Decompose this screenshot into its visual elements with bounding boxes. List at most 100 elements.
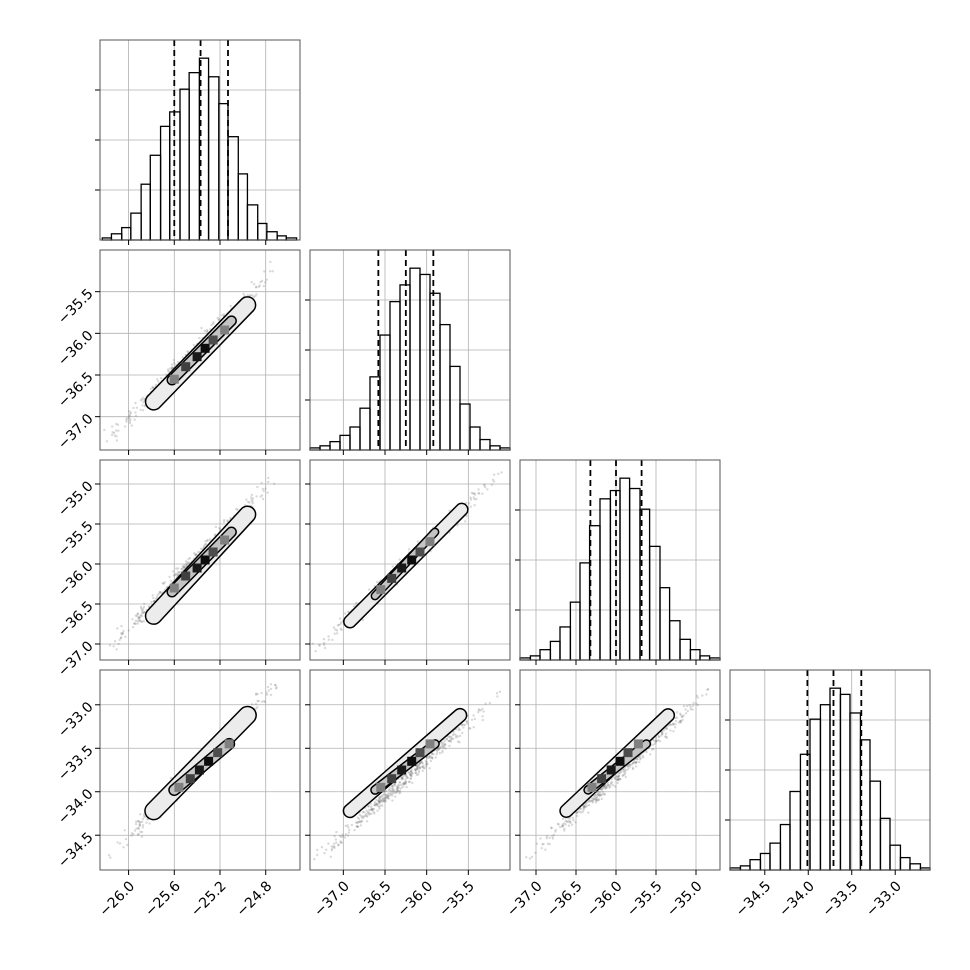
- scatter-point: [129, 411, 132, 414]
- scatter-point: [440, 741, 443, 744]
- y-tick-label: −35.5: [55, 518, 97, 560]
- scatter-point: [604, 787, 607, 790]
- scatter-point: [629, 763, 632, 767]
- scatter-point: [256, 699, 259, 703]
- scatter-point: [429, 759, 433, 763]
- scatter-point: [122, 846, 125, 849]
- scatter-point: [162, 582, 165, 585]
- scatter-point: [382, 799, 385, 803]
- scatter-point: [170, 366, 174, 369]
- scatter-point: [695, 694, 698, 697]
- scatter-point: [129, 412, 132, 415]
- density-cell: [185, 774, 195, 784]
- scatter-point: [393, 790, 396, 793]
- scatter-point: [616, 778, 620, 781]
- scatter-point: [254, 692, 258, 695]
- scatter-point: [473, 717, 476, 721]
- density-cell: [208, 547, 218, 557]
- scatter-point: [141, 817, 145, 821]
- histogram-panel-2: [305, 249, 511, 451]
- scatter-point: [220, 314, 224, 317]
- scatter-point: [600, 794, 603, 797]
- scatter-point: [472, 726, 475, 729]
- scatter-point: [330, 849, 333, 852]
- scatter-point: [186, 561, 189, 564]
- panel-border: [729, 669, 931, 871]
- scatter-point: [664, 732, 668, 735]
- scatter-point: [695, 702, 698, 705]
- scatter-point: [376, 809, 379, 812]
- scatter-point: [341, 833, 344, 836]
- scatter-point: [456, 524, 459, 527]
- scatter-point: [360, 815, 363, 818]
- scatter-point: [689, 708, 693, 711]
- scatter-point: [457, 728, 460, 732]
- scatter-point: [379, 795, 383, 798]
- scatter-point: [138, 619, 142, 622]
- scatter-point: [681, 715, 684, 718]
- scatter-point: [143, 602, 146, 605]
- scatter-point: [122, 629, 125, 633]
- scatter-point: [497, 472, 500, 476]
- scatter-point: [142, 401, 145, 404]
- scatter-point: [266, 491, 269, 494]
- scatter-point: [442, 741, 445, 745]
- scatter-point: [273, 683, 277, 687]
- scatter-point: [578, 810, 581, 813]
- scatter-point: [495, 692, 499, 695]
- panel-border: [519, 459, 721, 661]
- joint-panel-r3-c1: [309, 669, 511, 871]
- scatter-point: [176, 567, 180, 570]
- scatter-point: [156, 593, 159, 597]
- x-tick-label: −35.5: [624, 878, 666, 920]
- scatter-point: [134, 820, 138, 823]
- scatter-point: [313, 858, 316, 861]
- scatter-point: [372, 811, 375, 814]
- density-cell: [387, 573, 397, 583]
- scatter-point: [425, 765, 428, 768]
- scatter-point: [451, 733, 455, 737]
- y-tick-label: −36.0: [55, 558, 97, 600]
- scatter-point: [242, 292, 245, 296]
- scatter-point: [140, 830, 144, 834]
- scatter-point: [478, 709, 481, 712]
- y-tick-label: −37.0: [55, 411, 97, 453]
- scatter-point: [377, 802, 381, 805]
- scatter-point: [674, 723, 677, 726]
- scatter-point: [645, 751, 648, 754]
- scatter-point: [250, 496, 253, 499]
- scatter-point: [424, 760, 427, 763]
- scatter-point: [684, 708, 687, 711]
- scatter-point: [441, 745, 444, 749]
- scatter-point: [186, 350, 189, 353]
- scatter-point: [332, 626, 336, 629]
- scatter-point: [634, 761, 638, 765]
- scatter-point: [378, 807, 381, 810]
- density-cell: [623, 748, 633, 758]
- scatter-point: [387, 794, 390, 798]
- scatter-point: [110, 433, 114, 437]
- scatter-point: [318, 643, 321, 646]
- scatter-point: [136, 820, 140, 823]
- scatter-point: [367, 805, 371, 808]
- scatter-point: [258, 284, 261, 287]
- scatter-point: [197, 550, 200, 554]
- scatter-point: [117, 429, 120, 432]
- scatter-point: [111, 431, 114, 434]
- scatter-point: [249, 293, 252, 297]
- scatter-point: [554, 830, 557, 833]
- scatter-point: [598, 794, 601, 797]
- scatter-point: [609, 781, 613, 784]
- scatter-point: [167, 369, 170, 373]
- scatter-point: [178, 570, 182, 574]
- scatter-point: [443, 739, 446, 743]
- scatter-point: [448, 739, 451, 743]
- scatter-point: [246, 500, 250, 504]
- scatter-point: [137, 819, 140, 823]
- scatter-point: [484, 702, 487, 705]
- scatter-point: [204, 543, 208, 546]
- scatter-point: [347, 610, 350, 613]
- scatter-point: [199, 547, 203, 550]
- joint-content: [313, 690, 502, 861]
- scatter-point: [417, 773, 420, 776]
